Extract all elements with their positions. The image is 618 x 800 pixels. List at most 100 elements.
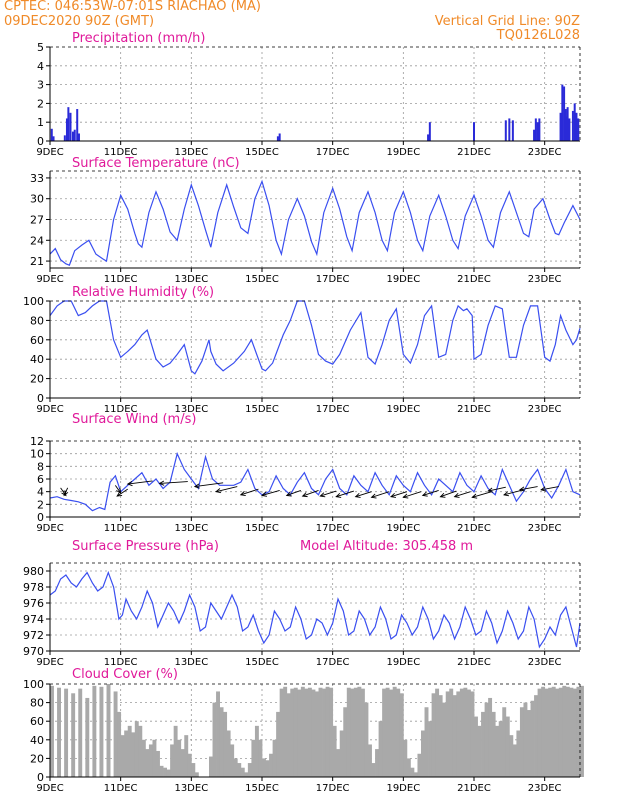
x-tick-label: 13DEC — [174, 147, 208, 158]
bar — [339, 730, 344, 777]
panel-3: 0 20 40 60 80 100 9DEC 11DEC 13DEC 15DEC 17DEC 19DE… — [23, 285, 581, 415]
bar — [170, 744, 175, 777]
y-tick-label: 974 — [23, 613, 44, 626]
bar — [474, 716, 478, 777]
bar — [530, 700, 535, 777]
bar — [329, 687, 334, 777]
wind-arrow — [355, 491, 372, 498]
x-tick-label: 11DEC — [104, 523, 138, 534]
bar — [505, 716, 510, 777]
wind-arrow-head — [389, 492, 396, 498]
panel-2: 21 24 27 30 33 9DEC 11DEC 13DEC 15DEC 17DEC 19DEC 2… — [30, 156, 581, 285]
bar — [346, 687, 351, 777]
bar — [76, 109, 79, 141]
wind-arrow-head — [126, 480, 133, 487]
bar — [73, 129, 76, 141]
wind-arrow — [320, 490, 337, 497]
panel-1: 0 1 2 3 4 5 9DEC 11DEC 13DEC 15DEC 17DEC 19DEC 21DEC… — [36, 31, 581, 158]
bar — [511, 120, 514, 141]
bar — [131, 732, 136, 777]
bar — [244, 772, 249, 777]
bar — [473, 122, 475, 141]
y-tick-label: 24 — [30, 234, 44, 247]
x-tick-label: 11DEC — [104, 404, 138, 415]
y-tick-label: 2 — [37, 97, 44, 110]
bar — [297, 689, 302, 777]
x-tick-label: 11DEC — [104, 783, 138, 794]
bar — [504, 120, 507, 141]
bar — [209, 756, 213, 777]
panel-title: Precipitation (mm/h) — [72, 31, 205, 46]
x-tick-label: 21DEC — [457, 147, 491, 158]
bar — [152, 739, 157, 777]
wind-arrow — [390, 491, 408, 498]
bar — [184, 735, 189, 777]
bar — [569, 687, 574, 777]
bar — [456, 691, 461, 777]
panel-6: 0 20 40 60 80 100 9DEC 11DEC 13DEC 15DEC 17DEC 19DE… — [23, 667, 584, 794]
bar — [237, 763, 242, 777]
bar — [481, 711, 485, 777]
y-tick-label: 4 — [37, 486, 44, 499]
x-tick-label: 13DEC — [174, 783, 208, 794]
bar — [509, 735, 514, 777]
wind-arrow — [488, 486, 506, 492]
bar — [141, 739, 146, 777]
bar — [470, 691, 475, 777]
wind-arrow — [63, 487, 69, 496]
wind-arrow-head — [335, 492, 342, 498]
wind-arrow-head — [215, 488, 222, 494]
x-tick-label: 21DEC — [457, 523, 491, 534]
wind-arrow — [261, 489, 280, 496]
series-line — [49, 570, 581, 649]
y-tick-label: 20 — [30, 373, 44, 386]
bar — [286, 693, 291, 777]
bar — [258, 739, 263, 777]
wind-arrow-head — [285, 491, 292, 497]
x-tick-label: 23DEC — [528, 657, 562, 668]
bar — [315, 691, 319, 777]
bar — [563, 86, 566, 141]
bar — [177, 739, 182, 777]
bar — [113, 691, 118, 777]
bar — [78, 688, 83, 777]
bar — [538, 118, 541, 141]
bar — [512, 744, 517, 777]
y-tick-label: 60 — [30, 715, 44, 728]
x-tick-label: 19DEC — [386, 783, 420, 794]
panel-title: Cloud Cover (%) — [72, 667, 178, 682]
y-tick-label: 5 — [37, 41, 44, 54]
bar — [491, 711, 496, 777]
bar — [403, 739, 408, 777]
wind-arrow-head — [402, 493, 409, 499]
wind-arrow — [127, 480, 153, 485]
wind-arrow-head — [518, 486, 525, 492]
x-tick-label: 21DEC — [457, 783, 491, 794]
y-tick-label: 4 — [37, 60, 44, 73]
bar — [307, 687, 312, 777]
x-tick-label: 11DEC — [104, 147, 138, 158]
bar — [304, 688, 309, 777]
bar — [293, 687, 298, 777]
bar — [251, 739, 256, 777]
bar — [138, 725, 143, 777]
wind-arrow — [159, 481, 188, 484]
bar — [77, 133, 80, 141]
bar — [247, 763, 252, 777]
wind-arrow — [422, 489, 439, 496]
y-tick-label: 980 — [23, 565, 44, 578]
bar — [551, 686, 556, 777]
x-tick-label: 11DEC — [104, 657, 138, 668]
bar — [57, 687, 61, 777]
x-tick-label: 15DEC — [245, 404, 279, 415]
bar — [463, 687, 468, 777]
x-tick-label: 9DEC — [36, 404, 63, 415]
y-tick-label: 972 — [23, 629, 44, 642]
wind-arrow-head — [439, 492, 446, 498]
y-tick-label: 60 — [30, 334, 44, 347]
bar — [502, 707, 507, 777]
bar — [498, 721, 503, 777]
bar — [159, 765, 164, 777]
y-tick-label: 40 — [30, 353, 44, 366]
